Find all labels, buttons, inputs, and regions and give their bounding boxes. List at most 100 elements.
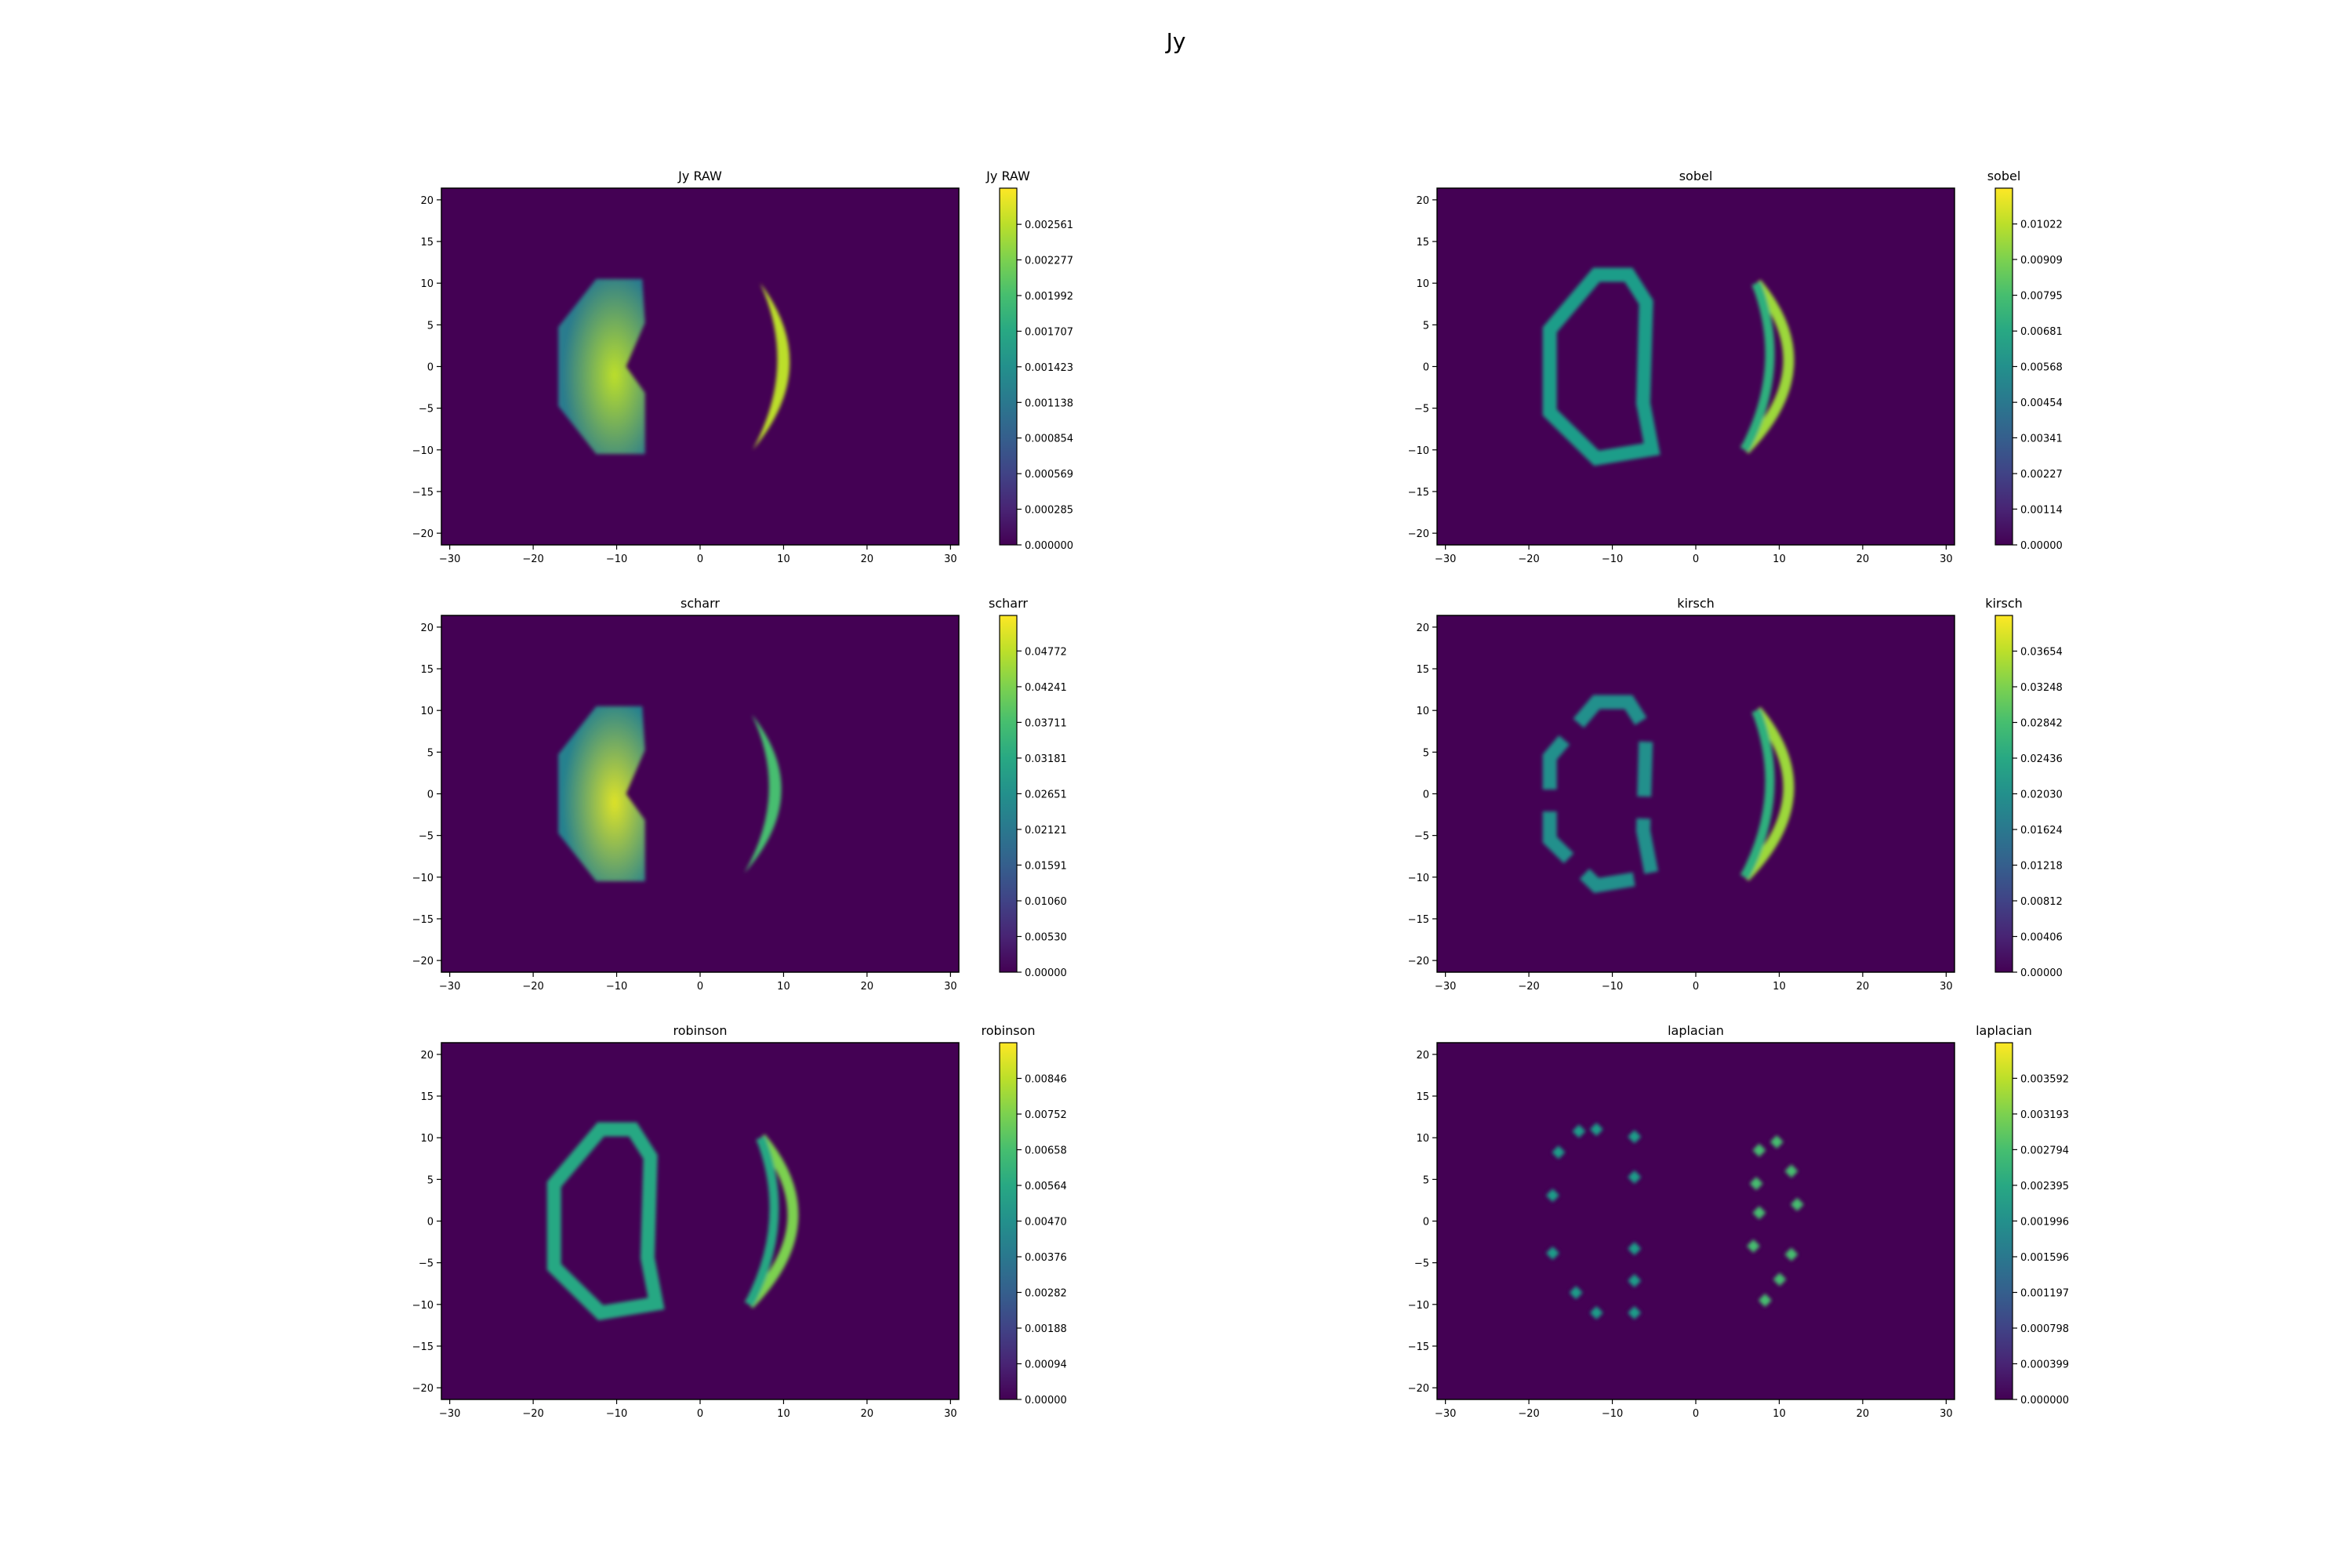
y-tick-label: 0 <box>1423 789 1429 801</box>
x-tick-label: −20 <box>1518 981 1539 993</box>
edge-dot <box>1784 1164 1798 1178</box>
colorbar-tick-label: 0.00000 <box>1025 967 1067 979</box>
subplot-title: Jy RAW <box>677 169 722 183</box>
x-tick-label: 10 <box>1773 1408 1786 1420</box>
heatmap-features <box>546 1122 799 1321</box>
x-tick-label: −10 <box>606 554 627 565</box>
colorbar-tick-label: 0.00406 <box>2020 932 2063 944</box>
edge-dot <box>1769 1135 1784 1149</box>
x-tick-label: 0 <box>697 554 703 565</box>
heatmap-features <box>558 706 782 882</box>
colorbar-tick-label: 0.00000 <box>1025 1395 1067 1406</box>
colorbar-tick-label: 0.00752 <box>1025 1109 1067 1121</box>
x-tick-label: 0 <box>697 1408 703 1420</box>
y-tick-label: −10 <box>412 1300 434 1312</box>
edge-ring <box>546 1122 665 1321</box>
x-tick-label: 20 <box>1857 554 1870 565</box>
edge-arc-outer <box>1740 279 1795 454</box>
colorbar-tick-label: 0.00000 <box>2020 540 2063 552</box>
edge-dot <box>1746 1239 1760 1253</box>
colorbar <box>999 615 1018 973</box>
colorbar-tick-label: 0.00658 <box>1025 1145 1067 1157</box>
x-tick-label: 30 <box>944 554 957 565</box>
y-tick-label: −15 <box>412 487 434 499</box>
y-tick-label: −5 <box>1414 1258 1429 1270</box>
subplot-scharr: scharr −30 −20 −10 0 10 20 30 −20 −15 −10 −5 0 5 10 15 2… <box>412 596 1067 993</box>
edge-dot <box>1589 1123 1603 1137</box>
y-tick-label: 15 <box>1416 664 1429 676</box>
y-tick-label: 10 <box>420 706 434 717</box>
x-tick-label: −20 <box>1518 1408 1539 1420</box>
edge-dot <box>1758 1294 1772 1307</box>
edge-arc-inner <box>1740 709 1775 880</box>
x-tick-label: −10 <box>606 981 627 993</box>
edge-dot <box>1773 1272 1787 1287</box>
heatmap-features <box>1542 695 1795 894</box>
heatmap-background <box>441 188 959 545</box>
edge-ring <box>1542 695 1661 894</box>
x-tick-label: −30 <box>1435 1408 1456 1420</box>
subplot-title: sobel <box>1679 169 1713 183</box>
y-tick-label: −15 <box>412 1341 434 1353</box>
x-tick-label: −30 <box>439 981 460 993</box>
colorbar-label: robinson <box>981 1023 1035 1038</box>
colorbar-tick-label: 0.04241 <box>1025 682 1067 694</box>
y-tick-label: 15 <box>1416 1091 1429 1103</box>
heatmap-background <box>1437 615 1955 972</box>
colorbar-tick-label: 0.002561 <box>1025 220 1073 231</box>
colorbar-tick-label: 0.00470 <box>1025 1217 1067 1229</box>
y-tick-label: 20 <box>1416 195 1429 207</box>
colorbar-label: Jy RAW <box>985 169 1030 183</box>
x-tick-label: 30 <box>944 1408 957 1420</box>
colorbar-tick-label: 0.01624 <box>2020 825 2063 837</box>
y-tick-label: −10 <box>1408 873 1429 884</box>
colorbar-tick-label: 0.02651 <box>1025 789 1067 800</box>
y-tick-label: 0 <box>1423 1217 1429 1229</box>
colorbar-tick-label: 0.01022 <box>2020 220 2063 231</box>
colorbar-tick-label: 0.000399 <box>2020 1359 2069 1371</box>
heatmap-features <box>558 278 790 455</box>
edge-dot <box>1569 1286 1583 1300</box>
y-tick-label: −15 <box>1408 1341 1429 1353</box>
colorbar-tick-label: 0.03711 <box>1025 717 1067 729</box>
colorbar-label: scharr <box>989 596 1028 611</box>
subplot-sobel: sobel −30 −20 −10 0 10 20 30 −20 −15 −10 −5 0 5 10 15 20… <box>1408 169 2063 565</box>
edge-dot <box>1784 1247 1798 1261</box>
y-tick-label: −10 <box>1408 1300 1429 1312</box>
x-tick-label: −30 <box>1435 981 1456 993</box>
edge-dot <box>1552 1145 1566 1160</box>
colorbar-tick-label: 0.00681 <box>2020 326 2063 338</box>
colorbar-tick-label: 0.03181 <box>1025 753 1067 765</box>
colorbar-tick-label: 0.001992 <box>1025 291 1073 303</box>
colorbar-tick-label: 0.00000 <box>2020 967 2063 979</box>
colorbar-tick-label: 0.000000 <box>1025 540 1073 552</box>
y-tick-label: 5 <box>1423 747 1429 759</box>
panels-grid: Jy RAW −30 −20 −10 0 10 20 30 −20 −15 −10 −5 0 5 10 15 2… <box>412 169 2069 1420</box>
edge-dot <box>1545 1189 1559 1203</box>
colorbar-tick-label: 0.001423 <box>1025 362 1073 374</box>
colorbar-tick-label: 0.000854 <box>1025 434 1073 445</box>
edge-dot <box>1749 1177 1763 1191</box>
colorbar-tick-label: 0.00282 <box>1025 1288 1067 1300</box>
colorbar-tick-label: 0.02436 <box>2020 753 2063 765</box>
x-tick-label: 0 <box>1693 554 1699 565</box>
colorbar-tick-label: 0.02842 <box>2020 718 2063 730</box>
heatmap-blob <box>558 278 645 455</box>
y-tick-label: −15 <box>1408 487 1429 499</box>
x-tick-label: 0 <box>1693 981 1699 993</box>
y-tick-label: 0 <box>1423 362 1429 374</box>
edge-dot <box>1628 1130 1642 1144</box>
heatmap-background <box>1437 1043 1955 1399</box>
colorbar <box>1994 615 2013 973</box>
colorbar-tick-label: 0.000798 <box>2020 1323 2069 1335</box>
y-tick-label: −5 <box>419 831 434 843</box>
colorbar-tick-label: 0.03654 <box>2020 647 2063 659</box>
colorbar-tick-label: 0.01218 <box>2020 861 2063 873</box>
colorbar-tick-label: 0.001996 <box>2020 1216 2069 1228</box>
x-tick-label: 20 <box>861 1408 874 1420</box>
x-tick-label: −30 <box>1435 554 1456 565</box>
colorbar-tick-label: 0.00568 <box>2020 362 2063 374</box>
y-tick-label: 15 <box>420 1091 434 1103</box>
colorbar-label: kirsch <box>1985 596 2023 611</box>
edge-dot <box>1572 1124 1586 1138</box>
